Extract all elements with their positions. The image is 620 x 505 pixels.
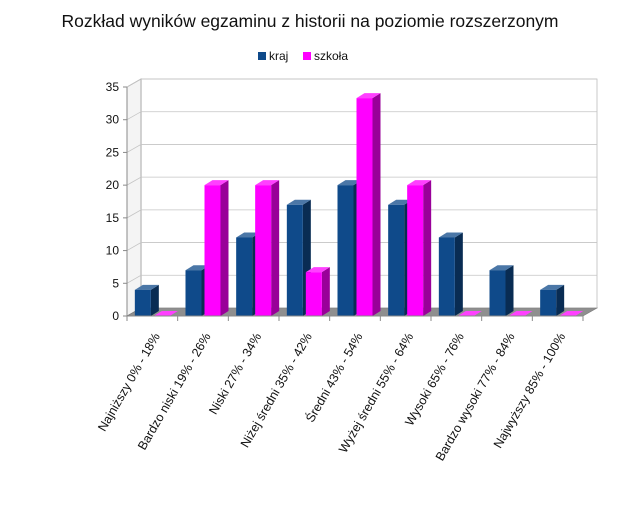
gridline: [126, 111, 597, 121]
y-tick-label: 35: [106, 80, 120, 94]
bar-szkola-6: [407, 180, 432, 316]
bars: [134, 93, 584, 316]
y-tick-label: 30: [106, 113, 120, 127]
legend-label-kraj: kraj: [269, 49, 288, 63]
bar-kraj-7: [438, 232, 463, 316]
gridline: [126, 209, 597, 219]
bar-szkola-3: [255, 180, 280, 316]
gridline: [126, 78, 597, 88]
y-tick-label: 5: [112, 276, 119, 290]
gridline: [126, 176, 597, 186]
y-axis: 0 5 10 15 20 25 30 35: [106, 80, 128, 323]
chart-title: Rozkład wyników egzaminu z historii na p…: [62, 11, 559, 31]
y-tick-label: 10: [106, 244, 120, 258]
y-tick-label: 25: [106, 145, 120, 159]
x-category-label: Niski 27% - 34%: [206, 331, 264, 417]
x-category-label: Średni 43% - 54%: [302, 330, 365, 425]
x-axis: Najniższy 0% - 18%Bardzo niski 19% - 26%…: [95, 315, 584, 463]
y-tick-label: 15: [106, 211, 120, 225]
y-tick-label: 0: [112, 309, 119, 323]
bar-szkola-9: [559, 311, 584, 316]
bar-kraj-8: [489, 265, 514, 316]
y-tick-label: 20: [106, 178, 120, 192]
side-wall: [126, 78, 142, 317]
bar-szkola-2: [204, 180, 229, 316]
bar-szkola-5: [356, 93, 381, 316]
legend: kraj szkoła: [258, 49, 348, 63]
legend-label-szkola: szkoła: [314, 49, 348, 63]
bar-szkola-1: [153, 311, 178, 316]
gridline: [126, 144, 597, 153]
bar-szkola-4: [305, 267, 330, 316]
bar-szkola-7: [457, 311, 482, 316]
legend-swatch-kraj: [258, 52, 266, 60]
bar-kraj-9: [540, 284, 565, 316]
legend-swatch-szkola: [303, 52, 311, 60]
bar-szkola-8: [508, 311, 533, 316]
bar-kraj-1: [134, 284, 159, 316]
